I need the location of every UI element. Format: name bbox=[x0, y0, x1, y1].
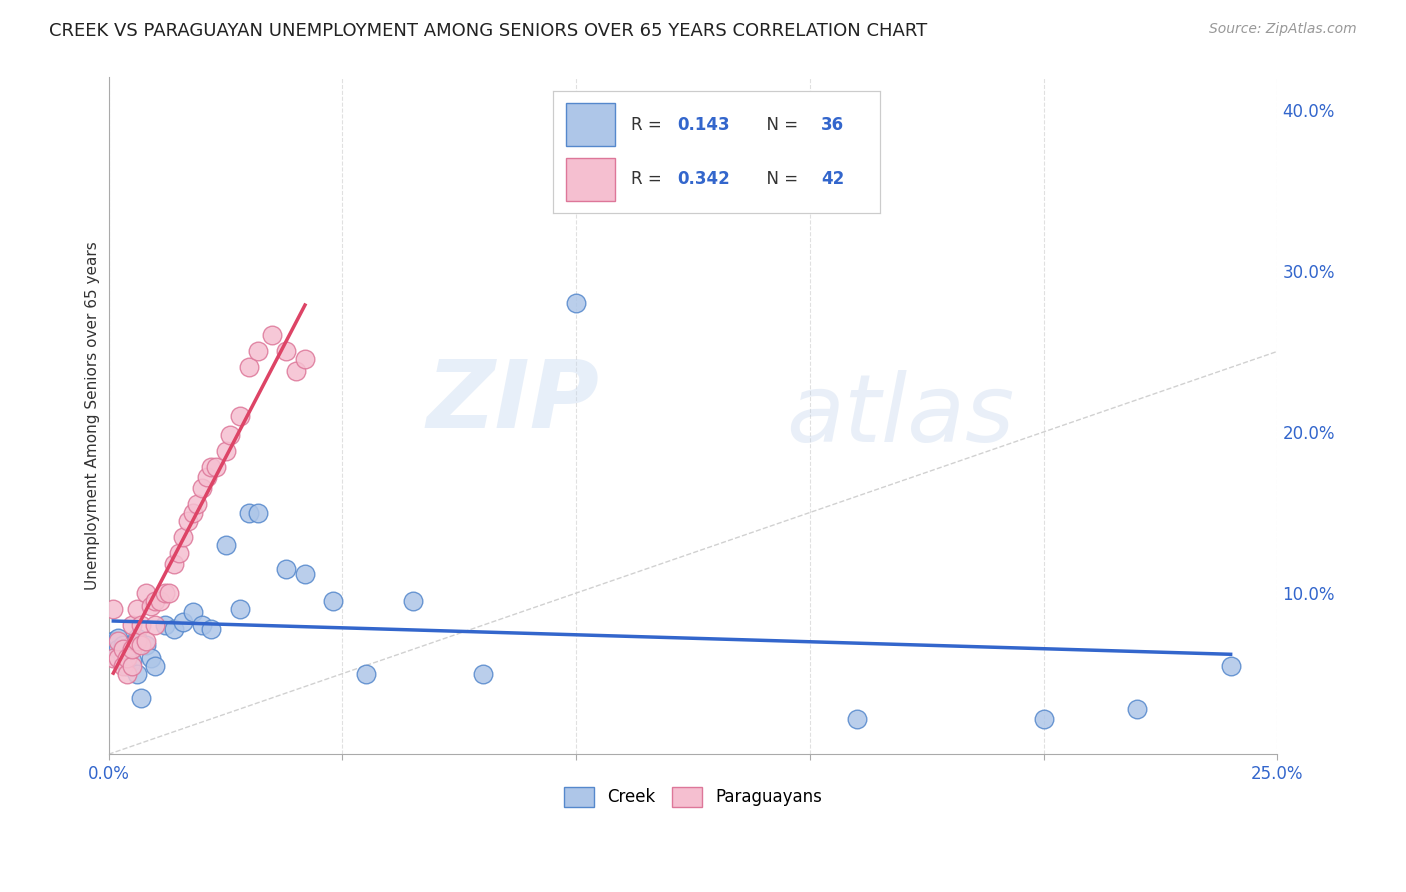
Point bbox=[117, 666, 139, 681]
Text: CREEK VS PARAGUAYAN UNEMPLOYMENT AMONG SENIORS OVER 65 YEARS CORRELATION CHART: CREEK VS PARAGUAYAN UNEMPLOYMENT AMONG S… bbox=[49, 22, 928, 40]
Point bbox=[125, 631, 148, 645]
Point bbox=[1126, 702, 1149, 716]
Point bbox=[284, 364, 307, 378]
Point bbox=[247, 344, 270, 359]
Y-axis label: Unemployment Among Seniors over 65 years: Unemployment Among Seniors over 65 years bbox=[86, 242, 100, 591]
Point bbox=[354, 666, 377, 681]
Point bbox=[247, 506, 270, 520]
Point bbox=[205, 460, 228, 475]
Point bbox=[1032, 712, 1054, 726]
Point bbox=[153, 618, 176, 632]
Point bbox=[103, 634, 125, 648]
Point bbox=[186, 498, 208, 512]
Point bbox=[149, 594, 172, 608]
Point bbox=[181, 606, 204, 620]
Point bbox=[1219, 658, 1241, 673]
Point bbox=[107, 634, 129, 648]
Point bbox=[167, 546, 190, 560]
Point bbox=[131, 618, 153, 632]
Point bbox=[238, 506, 260, 520]
Point bbox=[153, 586, 176, 600]
Text: ZIP: ZIP bbox=[426, 356, 599, 449]
Point bbox=[172, 615, 194, 629]
Point bbox=[103, 650, 125, 665]
Point bbox=[103, 602, 125, 616]
Point bbox=[121, 654, 143, 668]
Point bbox=[565, 296, 588, 310]
Point bbox=[131, 690, 153, 705]
Point bbox=[401, 594, 423, 608]
Point bbox=[145, 618, 167, 632]
Point bbox=[139, 599, 162, 613]
Point bbox=[294, 566, 316, 581]
Point bbox=[214, 538, 236, 552]
Point bbox=[121, 658, 143, 673]
Point bbox=[228, 602, 250, 616]
Point bbox=[276, 344, 298, 359]
Point bbox=[276, 562, 298, 576]
Point bbox=[107, 642, 129, 657]
Point bbox=[157, 586, 180, 600]
Point bbox=[200, 460, 222, 475]
Legend: Creek, Paraguayans: Creek, Paraguayans bbox=[557, 780, 830, 814]
Point bbox=[117, 650, 139, 665]
Point bbox=[125, 666, 148, 681]
Point bbox=[117, 658, 139, 673]
Point bbox=[107, 650, 129, 665]
Point bbox=[139, 650, 162, 665]
Point bbox=[181, 506, 204, 520]
Point bbox=[145, 594, 167, 608]
Point bbox=[125, 634, 148, 648]
Point bbox=[125, 602, 148, 616]
Point bbox=[845, 712, 868, 726]
Point bbox=[111, 650, 134, 665]
Point bbox=[163, 622, 186, 636]
Point bbox=[121, 638, 143, 652]
Point bbox=[107, 631, 129, 645]
Point bbox=[131, 638, 153, 652]
Point bbox=[172, 530, 194, 544]
Point bbox=[117, 650, 139, 665]
Point bbox=[294, 352, 316, 367]
Point bbox=[238, 360, 260, 375]
Point bbox=[121, 618, 143, 632]
Point bbox=[121, 642, 143, 657]
Point bbox=[163, 557, 186, 571]
Point bbox=[262, 328, 284, 343]
Point bbox=[471, 666, 494, 681]
Point bbox=[135, 634, 157, 648]
Point bbox=[111, 642, 134, 657]
Point bbox=[111, 658, 134, 673]
Point bbox=[322, 594, 344, 608]
Point bbox=[191, 481, 214, 495]
Point bbox=[135, 586, 157, 600]
Point bbox=[219, 428, 242, 442]
Point bbox=[200, 622, 222, 636]
Point bbox=[145, 658, 167, 673]
Point bbox=[177, 514, 200, 528]
Point bbox=[214, 444, 236, 458]
Text: Source: ZipAtlas.com: Source: ZipAtlas.com bbox=[1209, 22, 1357, 37]
Point bbox=[111, 638, 134, 652]
Point bbox=[195, 470, 218, 484]
Text: atlas: atlas bbox=[786, 370, 1015, 461]
Point bbox=[191, 618, 214, 632]
Point bbox=[228, 409, 250, 423]
Point bbox=[135, 638, 157, 652]
